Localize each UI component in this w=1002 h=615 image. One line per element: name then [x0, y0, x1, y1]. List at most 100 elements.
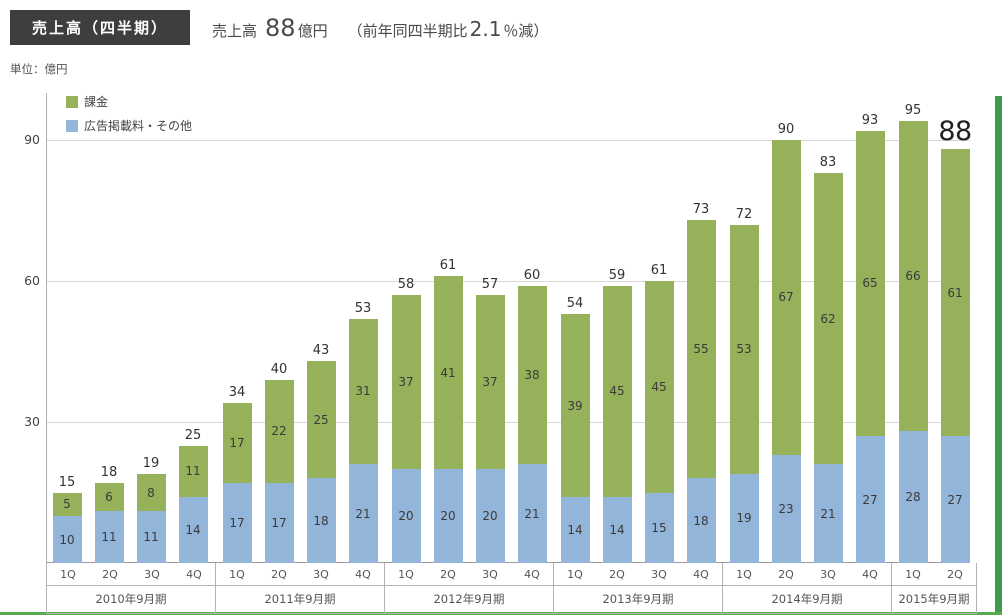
- year-label: 2013年9月期: [554, 586, 722, 614]
- bar-total-label: 58: [397, 277, 415, 293]
- stacked-bar: 41 20: [433, 276, 463, 563]
- segment-ad-other: 11: [136, 511, 166, 563]
- bars-row: 58 37 20 61 41 20 57 37 20 60 38 21: [385, 93, 554, 563]
- stacked-bar: 38 21: [517, 285, 547, 563]
- quarter-row: 1Q 2Q 3Q 4Q: [47, 563, 215, 586]
- year-label: 2014年9月期: [723, 586, 891, 614]
- bar-column: 61 41 20: [427, 258, 469, 563]
- bar-column: 95 66 28: [892, 103, 934, 563]
- bar-total-label: 93: [861, 112, 879, 128]
- segment-ad-other: 20: [391, 469, 421, 563]
- quarter-label: 2Q: [440, 568, 456, 581]
- bar-column: 54 39 14: [554, 296, 596, 563]
- quarter-label: 1Q: [398, 568, 414, 581]
- segment-ad-other: 28: [898, 431, 928, 563]
- year-group: 15 5 10 18 6 11 19 8 11 25 11 14 1Q 2Q 3Q 4Q 2010年9月期: [46, 93, 216, 614]
- year-label: 2011年9月期: [216, 586, 384, 614]
- stacked-bar: 61 27: [940, 149, 970, 563]
- segment-kakin: 45: [644, 281, 674, 493]
- stacked-bar: 25 18: [306, 360, 336, 563]
- bars-row: 95 66 28 88 61 27: [892, 93, 977, 563]
- chart-body: 課金 広告掲載料・その他 15 5 10 18 6 11 19 8 11 25 11 14 1Q 2Q 3Q 4…: [24, 93, 977, 614]
- bar-total-label: 25: [184, 427, 202, 443]
- segment-ad-other: 20: [475, 469, 505, 563]
- bar-total-label: 18: [100, 465, 118, 481]
- segment-kakin: 41: [433, 276, 463, 469]
- axis-labels: 1Q 2Q 3Q 4Q 2013年9月期: [554, 563, 723, 614]
- quarter-label: 1Q: [229, 568, 245, 581]
- bar-column: 34 17 17: [216, 385, 258, 563]
- quarter-label: 1Q: [567, 568, 583, 581]
- quarter-row: 1Q 2Q 3Q 4Q: [554, 563, 722, 586]
- stacked-bar: 62 21: [813, 172, 843, 563]
- bar-total-label: 95: [904, 103, 922, 119]
- quarter-label: 4Q: [693, 568, 709, 581]
- bar-column: 59 45 14: [596, 268, 638, 563]
- segment-ad-other: 18: [686, 478, 716, 563]
- bar-column: 60 38 21: [511, 268, 553, 563]
- quarter-label: 4Q: [186, 568, 202, 581]
- segment-ad-other: 15: [644, 492, 674, 563]
- year-group: 34 17 17 40 22 17 43 25 18 53 31 21 1Q 2Q 3Q 4Q 2011年9月期: [216, 93, 385, 614]
- bar-column: 72 53 19: [723, 207, 765, 563]
- stacked-bar: 66 28: [898, 121, 928, 563]
- segment-ad-other: 19: [729, 473, 759, 563]
- year-label: 2010年9月期: [47, 586, 215, 614]
- bar-column: 90 67 23: [765, 122, 807, 563]
- summary-text: 売上高 88 億円 （前年同四半期比 2.1 ％減）: [212, 14, 548, 42]
- year-label: 2012年9月期: [385, 586, 553, 614]
- stacked-bar: 67 23: [771, 140, 801, 563]
- bar-total-label: 73: [692, 201, 710, 217]
- bar-total-label: 34: [228, 385, 246, 401]
- year-label: 2015年9月期: [892, 586, 976, 614]
- y-axis-tick-label: 60: [24, 273, 40, 288]
- quarter-label: 1Q: [60, 568, 76, 581]
- legend-swatch-kakin: [66, 95, 78, 108]
- segment-ad-other: 17: [222, 483, 252, 563]
- segment-kakin: 66: [898, 121, 928, 432]
- segment-ad-other: 10: [52, 516, 82, 563]
- header: 売上高（四半期） 売上高 88 億円 （前年同四半期比 2.1 ％減）: [0, 0, 1002, 45]
- bar-total-label: 90: [777, 122, 795, 138]
- segment-kakin: 61: [940, 149, 970, 437]
- summary-value: 88: [265, 13, 296, 42]
- quarter-label: 2Q: [102, 568, 118, 581]
- stacked-bar: 53 19: [729, 224, 759, 563]
- legend-label: 課金: [84, 95, 109, 109]
- bar-total-label: 43: [312, 342, 330, 358]
- bar-total-label: 83: [819, 154, 837, 170]
- axis-labels: 1Q 2Q 2015年9月期: [892, 563, 977, 614]
- legend-swatch-ad-other: [66, 119, 78, 132]
- segment-kakin: 38: [517, 285, 547, 465]
- bar-total-label: 40: [270, 361, 288, 377]
- axis-labels: 1Q 2Q 3Q 4Q 2012年9月期: [385, 563, 554, 614]
- segment-kakin: 37: [475, 295, 505, 469]
- legend-item: 広告掲載料・その他: [66, 117, 192, 134]
- bar-total-label: 88: [938, 116, 972, 148]
- quarter-row: 1Q 2Q 3Q 4Q: [216, 563, 384, 586]
- segment-ad-other: 17: [264, 483, 294, 563]
- stacked-bar: 11 14: [178, 445, 208, 563]
- bar-column: 57 37 20: [469, 277, 511, 563]
- quarter-label: 3Q: [651, 568, 667, 581]
- stacked-bar: 37 20: [475, 295, 505, 563]
- quarter-row: 1Q 2Q 3Q 4Q: [723, 563, 891, 586]
- stacked-bar: 39 14: [560, 313, 590, 563]
- segment-kakin: 8: [136, 473, 166, 512]
- bar-column: 43 25 18: [300, 342, 342, 563]
- stacked-bar: 45 14: [602, 285, 632, 563]
- bar-column: 73 55 18: [680, 201, 722, 563]
- quarter-label: 4Q: [862, 568, 878, 581]
- axis-labels: 1Q 2Q 3Q 4Q 2011年9月期: [216, 563, 385, 614]
- bar-column: 93 65 27: [849, 112, 891, 563]
- segment-kakin: 45: [602, 285, 632, 498]
- bar-column: 19 8 11: [130, 456, 172, 563]
- year-group: 54 39 14 59 45 14 61 45 15 73 55 18 1Q 2Q 3Q 4Q 2013年9月期: [554, 93, 723, 614]
- quarter-label: 2Q: [609, 568, 625, 581]
- bar-total-label: 15: [58, 474, 76, 490]
- quarter-label: 1Q: [905, 568, 921, 581]
- segment-kakin: 25: [306, 360, 336, 479]
- summary-note: （前年同四半期比 2.1 ％減）: [348, 17, 549, 41]
- segment-kakin: 67: [771, 140, 801, 455]
